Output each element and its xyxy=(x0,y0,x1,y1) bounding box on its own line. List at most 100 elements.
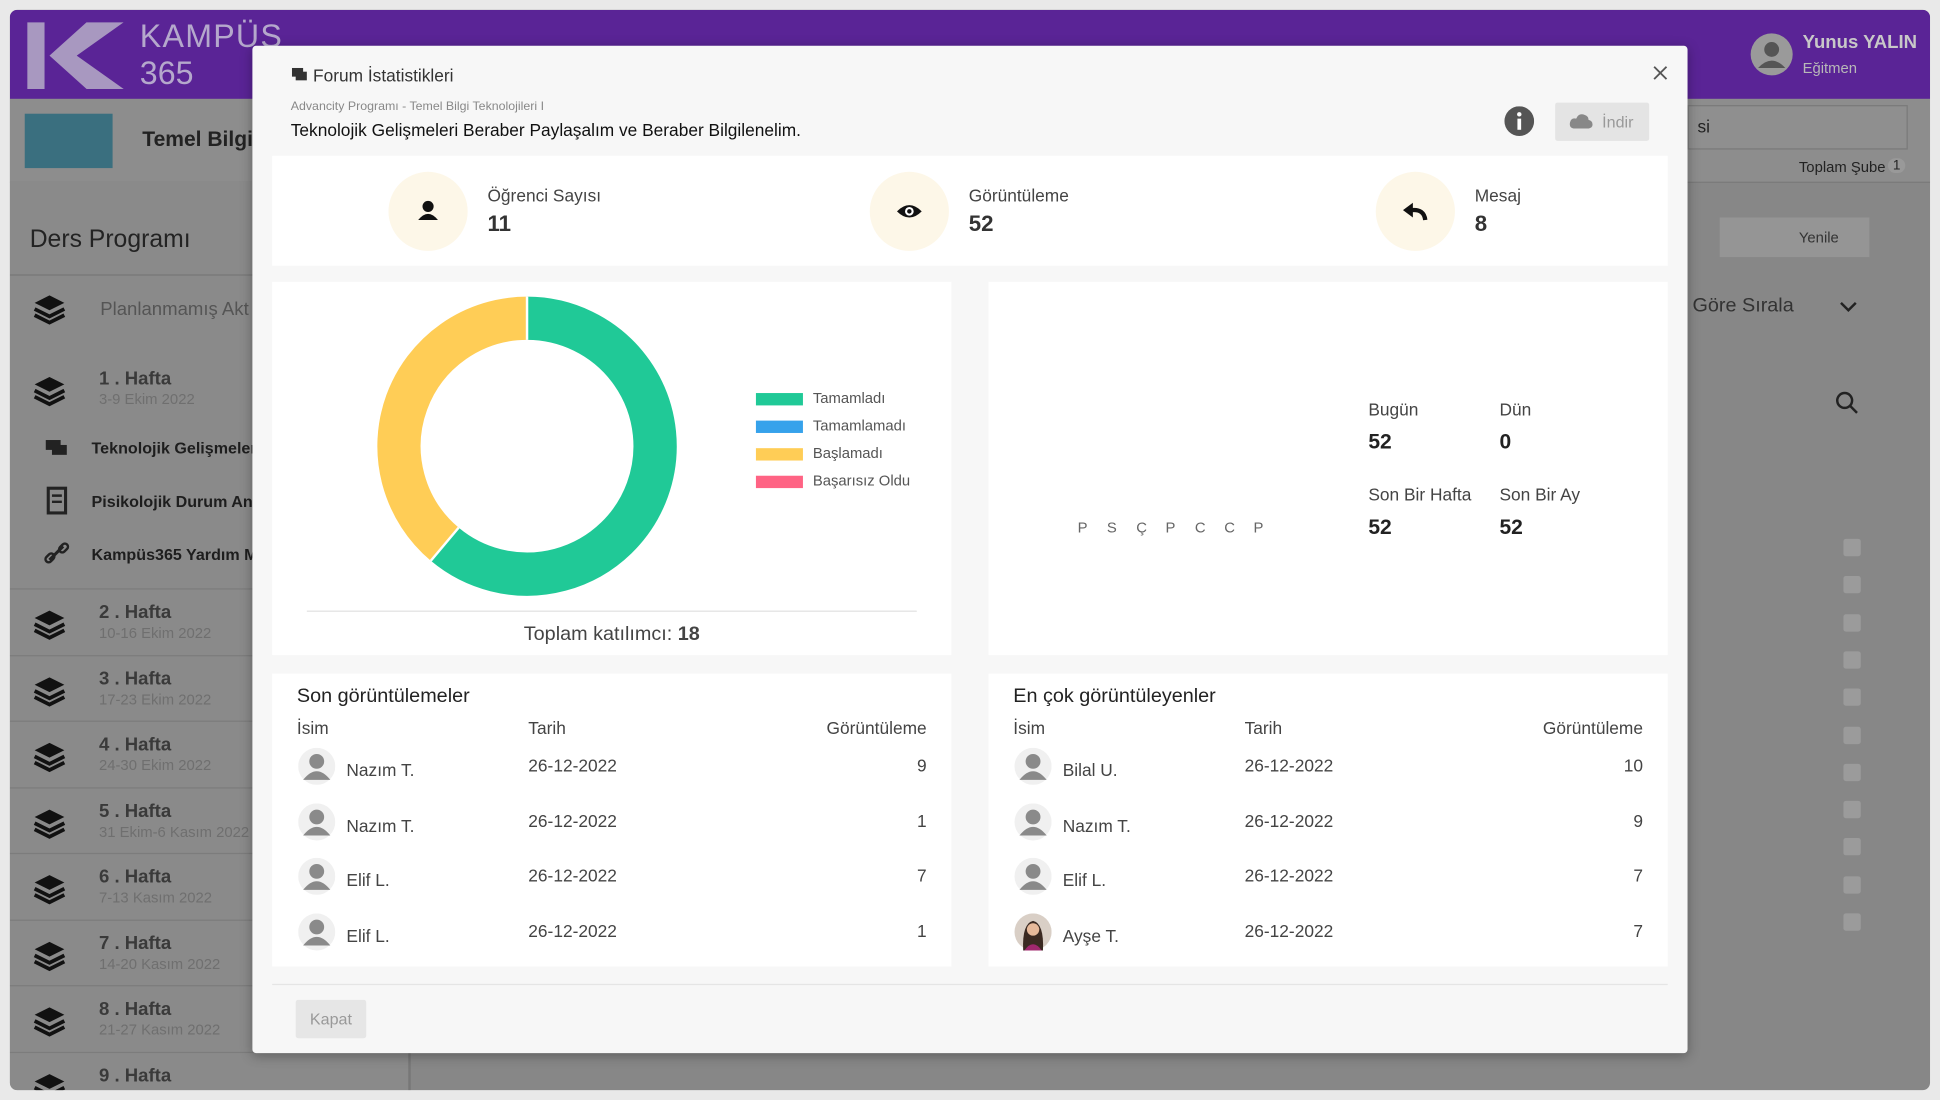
checkbox[interactable] xyxy=(1843,875,1861,894)
donut-segment xyxy=(430,296,677,596)
checkbox[interactable] xyxy=(1843,651,1861,669)
layers-icon xyxy=(33,376,66,407)
checkbox[interactable] xyxy=(1843,763,1861,781)
viewer-name: Elif L. xyxy=(346,870,390,890)
refresh-button[interactable] xyxy=(1719,217,1870,258)
week-title[interactable]: 7 . Hafta xyxy=(98,933,172,955)
checkbox[interactable] xyxy=(1843,913,1861,931)
refresh-label: Yenile xyxy=(1798,228,1839,246)
activity-title[interactable]: Kampüs365 Yardım M xyxy=(91,545,258,564)
activity-title[interactable]: Teknolojik Gelişmeleri xyxy=(91,438,262,458)
column-header: İsim xyxy=(1013,718,1046,738)
viewer-name: Nazım T. xyxy=(1062,815,1131,835)
week-title[interactable]: 8 . Hafta xyxy=(98,998,172,1020)
unplanned-item[interactable]: Planlanmamış Akt xyxy=(100,299,249,321)
download-label: İndir xyxy=(1602,112,1634,132)
info-icon[interactable] xyxy=(1504,106,1535,136)
week-title[interactable]: 6 . Hafta xyxy=(98,866,172,888)
week-title[interactable]: 3 . Hafta xyxy=(98,668,172,690)
week-dates: 17-23 Ekim 2022 xyxy=(98,690,212,709)
donut-card: Tamamladı Tamamlamadı Başlamadı Başarısız O… xyxy=(272,281,952,656)
week-title[interactable]: 5 . Hafta xyxy=(98,800,172,822)
user-role: Eğitmen xyxy=(1802,59,1858,77)
week-dates: 24-30 Ekim 2022 xyxy=(98,756,212,774)
layers-icon xyxy=(33,742,66,773)
donut-chart: Tamamladı Tamamlamadı Başlamadı Başarısız O… xyxy=(377,296,910,596)
week-dates: 14-20 Kasım 2022 xyxy=(98,955,221,973)
checkbox[interactable] xyxy=(1843,688,1861,706)
branch-count: 1 xyxy=(1887,158,1906,174)
avatar xyxy=(298,857,336,895)
avatar xyxy=(1014,857,1052,895)
stat-value: 8 xyxy=(1474,211,1488,237)
checkbox[interactable] xyxy=(1843,726,1861,744)
viewer-name: Elif L. xyxy=(346,925,390,945)
week-title[interactable]: 2 . Hafta xyxy=(98,601,172,623)
total-value: 18 xyxy=(677,624,700,646)
divider xyxy=(9,985,409,987)
stat-label: Görüntüleme xyxy=(968,185,1069,206)
view-count: 7 xyxy=(917,865,927,885)
layers-icon xyxy=(33,875,66,905)
week-title[interactable]: 9 . Hafta xyxy=(98,1065,172,1087)
checkbox[interactable] xyxy=(1843,576,1861,594)
divider xyxy=(9,852,409,855)
weekday-label: Ç xyxy=(1136,519,1147,537)
period-value: 52 xyxy=(1368,430,1392,454)
sort-chevron[interactable] xyxy=(1836,294,1861,319)
legend-swatch xyxy=(755,448,803,461)
close-button[interactable]: Kapat xyxy=(295,999,367,1039)
user-avatar xyxy=(1750,33,1793,76)
avatar xyxy=(1014,912,1052,950)
week-dates: 3-9 Ekim 2022 xyxy=(98,390,195,408)
table-title: En çok görüntüleyenler xyxy=(1013,685,1216,707)
layers-icon xyxy=(33,610,66,640)
activity-title[interactable]: Pisikolojik Durum Ank xyxy=(91,491,262,511)
search-icon[interactable] xyxy=(1834,389,1861,416)
avatar xyxy=(298,912,336,950)
divider xyxy=(9,588,409,590)
forum-stats-modal: Forum İstatistikleri Advancity Programı … xyxy=(252,45,1688,1054)
viewer-name: Bilal U. xyxy=(1062,760,1118,780)
period-value: 52 xyxy=(1499,515,1523,539)
week-title[interactable]: 4 . Hafta xyxy=(98,734,172,756)
view-count: 10 xyxy=(1623,755,1644,775)
user-name[interactable]: Yunus YALIN xyxy=(1802,32,1918,54)
checkbox[interactable] xyxy=(1843,838,1861,856)
legend-swatch xyxy=(755,420,803,433)
view-count: 9 xyxy=(917,755,927,775)
period-label: Son Bir Hafta xyxy=(1368,484,1472,505)
divider xyxy=(9,720,409,722)
segment-border xyxy=(429,526,460,562)
recent-views-card: Son görüntülemeler İsim Tarih Görüntüleme Na… xyxy=(272,673,952,967)
donut-segment xyxy=(377,296,528,561)
stat-value: 52 xyxy=(968,211,994,237)
week-dates: 7-13 Kasım 2022 xyxy=(98,888,213,906)
view-date: 26-12-2022 xyxy=(1244,865,1334,885)
period-value: 52 xyxy=(1368,515,1392,539)
period-value: 0 xyxy=(1499,430,1512,454)
period-card: P S Ç P C C P Bugün 52 Dün 0 Son Bir Hafta 52 Son Bir… xyxy=(988,281,1668,656)
course-title: Temel Bilgi xyxy=(142,127,253,151)
view-count: 9 xyxy=(1633,810,1644,830)
week-dates: 31 Ekim-6 Kasım 2022 xyxy=(98,823,250,841)
sort-label[interactable]: Göre Sırala xyxy=(1692,295,1794,317)
week-title[interactable]: 1 . Hafta xyxy=(98,368,172,390)
checkbox[interactable] xyxy=(1843,801,1861,819)
logo-mark xyxy=(27,22,124,89)
topic-title: Teknolojik Gelişmeleri Beraber Paylaşalı… xyxy=(290,119,801,140)
branch-select[interactable] xyxy=(1687,105,1908,150)
view-date: 26-12-2022 xyxy=(528,755,617,775)
column-header: Görüntüleme xyxy=(1542,718,1644,738)
stat-label: Mesaj xyxy=(1474,185,1521,206)
checkbox[interactable] xyxy=(1843,538,1861,557)
checkbox[interactable] xyxy=(1843,613,1861,632)
divider xyxy=(9,787,409,789)
view-date: 26-12-2022 xyxy=(528,920,617,940)
divider xyxy=(9,274,409,276)
stat-icon xyxy=(896,205,922,218)
weekday-label: S xyxy=(1106,519,1117,537)
stat-value: 11 xyxy=(487,211,512,237)
view-count: 7 xyxy=(1633,865,1644,885)
close-icon[interactable] xyxy=(1652,64,1669,81)
